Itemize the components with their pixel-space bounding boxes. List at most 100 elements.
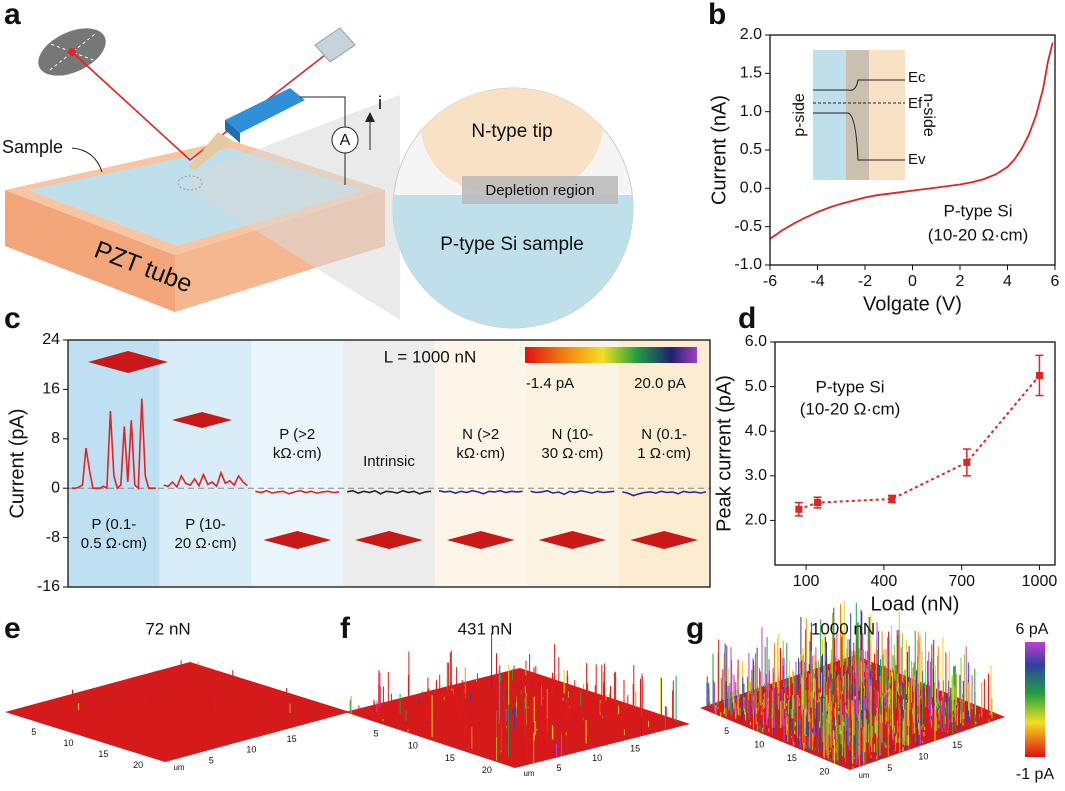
y-tick-label: 6.0 [745, 333, 767, 350]
point [888, 495, 896, 503]
y-tick-label: 3.0 [745, 467, 767, 484]
panel-label: d [738, 302, 756, 335]
laser [71, 51, 326, 162]
current-trace [622, 490, 707, 497]
iv-curve [769, 42, 1054, 240]
cantilever-side [225, 120, 240, 143]
laser-source [314, 27, 356, 63]
y-tick-label: -16 [37, 578, 60, 595]
panel-label: c [4, 302, 21, 335]
y-tick-label: -8 [46, 529, 60, 546]
y-tick-label: 2.0 [740, 26, 762, 43]
schematic: Depletion region N-type tip P-type Si sa… [2, 27, 634, 329]
y-tick-label: 16 [42, 381, 60, 398]
map-axis-tick: 5 [724, 726, 729, 736]
y-axis-label: Current (pA) [6, 408, 28, 518]
ammeter-label: A [340, 132, 351, 149]
current-arrowhead [365, 112, 375, 122]
current-trace [255, 489, 340, 495]
map-title: 431 nN [458, 619, 513, 638]
map-colorbar-label: 6 pA [1016, 621, 1049, 638]
x-tick-label: 100 [793, 573, 820, 590]
y-tick-label: 0 [51, 479, 60, 496]
surface-inset [172, 412, 232, 428]
inset-level: Ec [908, 69, 926, 86]
map-title: 1000 nN [811, 619, 875, 638]
surface-inset [263, 531, 332, 549]
map-axis-tick: 20 [819, 766, 829, 776]
surface-inset [446, 531, 515, 549]
category-band [251, 340, 344, 587]
x-axis-label: Volgate (V) [863, 293, 962, 315]
detector-line [49, 33, 96, 71]
y-tick-label: -1.0 [734, 256, 762, 273]
x-tick-label: 0 [908, 273, 917, 290]
x-tick-label: 6 [1051, 273, 1060, 290]
x-tick-label: 400 [871, 573, 898, 590]
map-spikes [35, 660, 291, 759]
y-tick-label: -0.5 [734, 218, 762, 235]
x-axis-label: Load (nN) [871, 593, 960, 615]
band-inset [813, 50, 905, 180]
category-label: N (0.1- 1 Ω·cm) [637, 426, 691, 462]
wire [300, 96, 346, 127]
point [1035, 371, 1043, 379]
x-tick-label: -2 [858, 273, 872, 290]
point [795, 505, 803, 513]
surface-inset [538, 531, 607, 549]
inset-left-label: p-side [791, 93, 808, 137]
x-tick-label: 4 [1003, 273, 1012, 290]
contact-spot [177, 175, 203, 191]
map-axis-tick: 10 [754, 739, 764, 749]
map-axis-tick: 20 [133, 760, 143, 770]
point [814, 499, 822, 507]
surface-inset [88, 351, 168, 373]
map-spikes [706, 600, 996, 769]
annotation: P-type Si [944, 201, 1013, 220]
map-axis-tick: 15 [287, 734, 297, 744]
x-tick-label: -6 [763, 273, 777, 290]
valence-band [813, 112, 905, 161]
map-axis-tick: 15 [787, 753, 797, 763]
plot-frame [67, 339, 711, 588]
y-tick-label: 5.0 [745, 378, 767, 395]
category-label: P (10- 20 Ω·cm) [174, 516, 237, 552]
plot-frame [769, 34, 1056, 266]
colorbar [525, 347, 697, 363]
map-axis-tick: 10 [592, 753, 602, 763]
cantilever [225, 88, 305, 133]
map-surface [5, 662, 350, 762]
x-tick-label: 1000 [1022, 573, 1058, 590]
inset-right-label: n-side [920, 93, 937, 137]
trend-line [798, 374, 1041, 511]
x-tick-label: 700 [948, 573, 975, 590]
depletion-label: Depletion region [485, 182, 594, 199]
depletion-box [462, 176, 618, 204]
map-axis-unit: um [173, 763, 184, 772]
map-axis-tick: 10 [64, 738, 74, 748]
current-trace [438, 489, 523, 495]
current-label: i [378, 93, 382, 113]
annotation: P-type Si [816, 377, 885, 396]
ammeter [331, 126, 359, 154]
annotation: (10-20 Ω·cm) [928, 225, 1029, 244]
map-colorbar-label: -1 pA [1016, 766, 1055, 783]
colorbar-label: 20.0 pA [634, 375, 686, 392]
map-axis-tick: 15 [445, 753, 455, 763]
conduction-band [813, 79, 905, 91]
panel-label: e [4, 612, 21, 645]
map-axis-tick: 15 [952, 740, 962, 750]
x-tick-label: -4 [810, 273, 824, 290]
map-axis-unit: um [523, 769, 534, 778]
map-axis-tick: 5 [209, 756, 214, 766]
map-axis-tick: 15 [630, 744, 640, 754]
y-tick-label: 2.0 [745, 512, 767, 529]
y-tick-label: 24 [42, 331, 60, 348]
category-band [159, 340, 252, 587]
panel-label: g [686, 612, 704, 645]
category-label: P (0.1- 0.5 Ω·cm) [80, 516, 147, 552]
y-tick-label: 4.0 [745, 422, 767, 439]
y-tick-label: 8 [51, 430, 60, 447]
annotation: L = 1000 nN [384, 347, 476, 366]
